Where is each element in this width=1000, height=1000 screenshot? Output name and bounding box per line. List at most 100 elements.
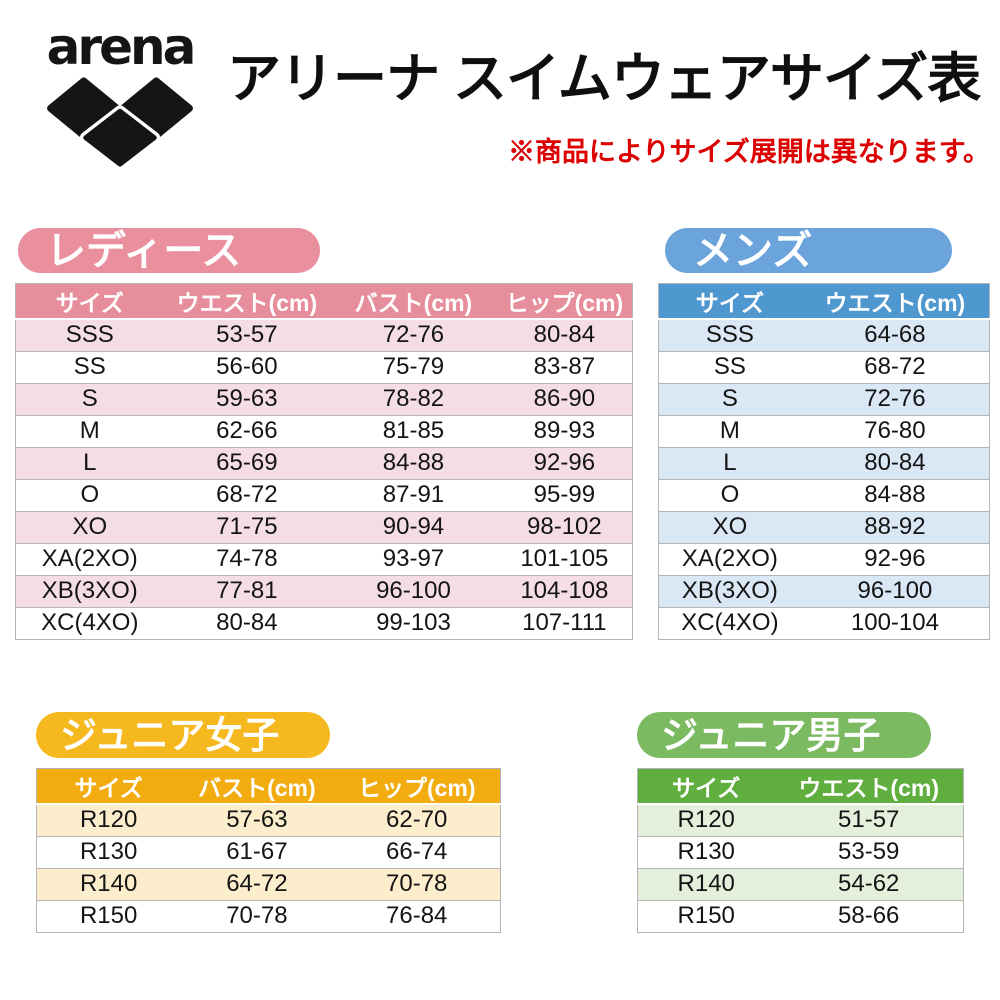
table-row: S 59-63 78-82 86-90 xyxy=(15,383,633,416)
table-cell: XO xyxy=(658,511,801,544)
table-cell: XC(4XO) xyxy=(15,607,164,640)
table-cell: 76-80 xyxy=(800,415,990,448)
table-cell: XC(4XO) xyxy=(658,607,801,640)
table-cell: 92-96 xyxy=(800,543,990,576)
table-cell: 74-78 xyxy=(163,543,331,576)
table-cell: 80-84 xyxy=(163,607,331,640)
section-title-ladies: レディース xyxy=(46,228,242,273)
page-title: アリーナ スイムウェアサイズ表 xyxy=(227,49,981,109)
section-junior-boys: ジュニア男子 サイズ ウエスト(cm) R120 51-57 R130 53-59 R140… xyxy=(637,712,964,933)
table-cell: 58-66 xyxy=(774,900,964,933)
table-cell: 98-102 xyxy=(496,511,633,544)
table-cell: R130 xyxy=(36,836,181,869)
section-junior-girls: ジュニア女子 サイズ バスト(cm) ヒップ(cm) R120 57-63 62-70 R1… xyxy=(36,712,501,933)
size-table-mens: サイズ ウエスト(cm) SSS 64-68 SS 68-72 S 72-76 M 76-80 L 8… xyxy=(658,283,990,640)
table-row: R130 53-59 xyxy=(637,836,964,869)
table-cell: 53-59 xyxy=(774,836,964,869)
table-row: R150 70-78 76-84 xyxy=(36,900,501,933)
size-note: ※商品によりサイズ展開は異なります。 xyxy=(508,137,990,167)
table-row: R140 64-72 70-78 xyxy=(36,868,501,901)
table-cell: 107-111 xyxy=(496,607,633,640)
table-cell: 104-108 xyxy=(496,575,633,608)
table-cell: 93-97 xyxy=(330,543,497,576)
table-header-row: サイズ ウエスト(cm) バスト(cm) ヒップ(cm) xyxy=(15,283,633,320)
table-cell: 80-84 xyxy=(496,319,633,352)
size-table-junior-girls: サイズ バスト(cm) ヒップ(cm) R120 57-63 62-70 R130 61-67… xyxy=(36,768,501,933)
section-title-mens: メンズ xyxy=(693,228,813,273)
table-cell: R150 xyxy=(36,900,181,933)
section-title-pill-junior-boys: ジュニア男子 xyxy=(637,712,931,758)
table-cell: SSS xyxy=(658,319,801,352)
table-row: O 84-88 xyxy=(658,479,990,512)
table-cell: 83-87 xyxy=(496,351,633,384)
column-header: ウエスト(cm) xyxy=(800,283,990,320)
column-header: バスト(cm) xyxy=(330,283,497,320)
table-cell: 86-90 xyxy=(496,383,633,416)
table-cell: O xyxy=(15,479,164,512)
section-title-junior-boys: ジュニア男子 xyxy=(661,714,881,756)
table-row: L 80-84 xyxy=(658,447,990,480)
table-row: L 65-69 84-88 92-96 xyxy=(15,447,633,480)
section-ladies: レディース サイズ ウエスト(cm) バスト(cm) ヒップ(cm) SSS 53-57 7… xyxy=(15,228,633,640)
arena-logo: arena xyxy=(25,22,215,170)
table-cell: 71-75 xyxy=(163,511,331,544)
column-header: ヒップ(cm) xyxy=(496,283,633,320)
table-header-row: サイズ バスト(cm) ヒップ(cm) xyxy=(36,768,501,805)
table-cell: XA(2XO) xyxy=(658,543,801,576)
table-cell: S xyxy=(658,383,801,416)
column-header: サイズ xyxy=(15,283,164,320)
table-cell: 57-63 xyxy=(180,804,334,837)
table-cell: L xyxy=(658,447,801,480)
table-cell: 53-57 xyxy=(163,319,331,352)
section-title-junior-girls: ジュニア女子 xyxy=(60,714,280,756)
table-cell: 81-85 xyxy=(330,415,497,448)
table-cell: 70-78 xyxy=(180,900,334,933)
table-row: SSS 53-57 72-76 80-84 xyxy=(15,319,633,352)
table-cell: 78-82 xyxy=(330,383,497,416)
table-cell: R130 xyxy=(637,836,775,869)
table-cell: 59-63 xyxy=(163,383,331,416)
column-header: バスト(cm) xyxy=(180,768,334,805)
table-cell: O xyxy=(658,479,801,512)
table-cell: R120 xyxy=(637,804,775,837)
table-row: SS 56-60 75-79 83-87 xyxy=(15,351,633,384)
table-row: R120 57-63 62-70 xyxy=(36,804,501,837)
table-row: XA(2XO) 74-78 93-97 101-105 xyxy=(15,543,633,576)
table-cell: L xyxy=(15,447,164,480)
table-row: O 68-72 87-91 95-99 xyxy=(15,479,633,512)
table-row: M 76-80 xyxy=(658,415,990,448)
table-row: XO 88-92 xyxy=(658,511,990,544)
table-cell: 90-94 xyxy=(330,511,497,544)
table-cell: 62-66 xyxy=(163,415,331,448)
table-cell: 96-100 xyxy=(800,575,990,608)
column-header: ヒップ(cm) xyxy=(333,768,501,805)
table-cell: 101-105 xyxy=(496,543,633,576)
table-header-row: サイズ ウエスト(cm) xyxy=(658,283,990,320)
table-cell: S xyxy=(15,383,164,416)
column-header: ウエスト(cm) xyxy=(163,283,331,320)
table-cell: R140 xyxy=(36,868,181,901)
table-cell: 77-81 xyxy=(163,575,331,608)
table-cell: 89-93 xyxy=(496,415,633,448)
size-table-ladies: サイズ ウエスト(cm) バスト(cm) ヒップ(cm) SSS 53-57 72-76 80… xyxy=(15,283,633,640)
table-cell: 84-88 xyxy=(330,447,497,480)
table-cell: 68-72 xyxy=(163,479,331,512)
table-cell: 54-62 xyxy=(774,868,964,901)
table-cell: M xyxy=(15,415,164,448)
table-cell: 96-100 xyxy=(330,575,497,608)
column-header: サイズ xyxy=(637,768,775,805)
table-cell: SSS xyxy=(15,319,164,352)
table-cell: 51-57 xyxy=(774,804,964,837)
table-cell: 65-69 xyxy=(163,447,331,480)
table-cell: SS xyxy=(658,351,801,384)
table-row: R150 58-66 xyxy=(637,900,964,933)
table-cell: XB(3XO) xyxy=(15,575,164,608)
table-cell: 95-99 xyxy=(496,479,633,512)
arena-mark-icon xyxy=(47,77,193,170)
table-row: M 62-66 81-85 89-93 xyxy=(15,415,633,448)
table-cell: 68-72 xyxy=(800,351,990,384)
table-row: XB(3XO) 96-100 xyxy=(658,575,990,608)
table-cell: R150 xyxy=(637,900,775,933)
arena-logo-text: arena xyxy=(46,18,197,76)
